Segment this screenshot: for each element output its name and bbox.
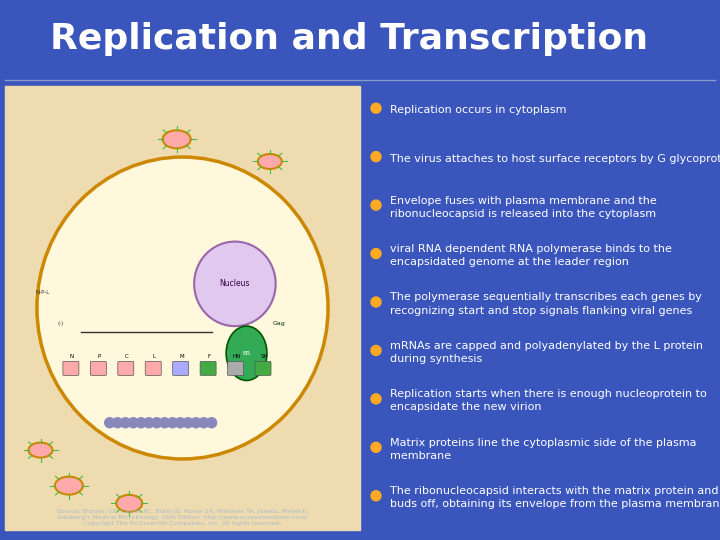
Ellipse shape (55, 477, 83, 495)
Ellipse shape (258, 154, 282, 169)
Bar (0, 0, 720, 78)
Text: C: C (125, 354, 129, 359)
Circle shape (371, 152, 381, 161)
Ellipse shape (29, 443, 53, 457)
FancyBboxPatch shape (173, 361, 189, 375)
Circle shape (191, 418, 201, 428)
FancyBboxPatch shape (118, 361, 134, 375)
Text: N-P-L: N-P-L (36, 291, 50, 295)
Text: The ribonucleocapsid interacts with the matrix protein and
buds off, obtaining i: The ribonucleocapsid interacts with the … (390, 486, 720, 509)
Text: The polymerase sequentially transcribes each genes by
recognizing start and stop: The polymerase sequentially transcribes … (390, 292, 702, 315)
Text: Replication and Transcription: Replication and Transcription (50, 22, 648, 56)
Text: F: F (207, 354, 211, 359)
Circle shape (371, 297, 381, 307)
Text: Gag: Gag (273, 321, 286, 326)
Circle shape (183, 418, 193, 428)
Ellipse shape (37, 157, 328, 459)
Text: mRNAs are capped and polyadenylated by the L protein
during synthesis: mRNAs are capped and polyadenylated by t… (390, 341, 703, 364)
Text: SH: SH (260, 354, 268, 359)
Circle shape (371, 103, 381, 113)
FancyBboxPatch shape (255, 361, 271, 375)
FancyBboxPatch shape (228, 361, 243, 375)
Circle shape (371, 248, 381, 259)
FancyBboxPatch shape (90, 361, 107, 375)
Text: The virus attaches to host surface receptors by G glycoprotein: The virus attaches to host surface recep… (390, 154, 720, 164)
Circle shape (136, 418, 146, 428)
Text: Source: Brooks, GF, Carroll KC, Butel JS, Morse SA, Mietzner TA. Jawetz, Melnick: Source: Brooks, GF, Carroll KC, Butel JS… (57, 509, 308, 526)
Ellipse shape (226, 326, 267, 381)
Text: Nucleus: Nucleus (220, 279, 250, 288)
Circle shape (371, 346, 381, 355)
Ellipse shape (163, 130, 191, 148)
Circle shape (207, 418, 217, 428)
Circle shape (371, 394, 381, 404)
Circle shape (371, 491, 381, 501)
Text: Replication starts when there is enough nucleoprotein to
encapsidate the new vir: Replication starts when there is enough … (390, 389, 707, 413)
Circle shape (168, 418, 177, 428)
Text: Envelope fuses with plasma membrane and the
ribonucleocapsid is released into th: Envelope fuses with plasma membrane and … (390, 195, 657, 219)
Circle shape (371, 442, 381, 453)
Circle shape (199, 418, 209, 428)
Text: P: P (98, 354, 101, 359)
Circle shape (371, 200, 381, 210)
FancyBboxPatch shape (63, 361, 79, 375)
Text: Matrix proteins line the cytoplasmic side of the plasma
membrane: Matrix proteins line the cytoplasmic sid… (390, 438, 696, 461)
Circle shape (175, 418, 185, 428)
Ellipse shape (194, 241, 276, 326)
Text: Replication occurs in cytoplasm: Replication occurs in cytoplasm (390, 105, 567, 115)
Text: (-): (-) (57, 321, 63, 326)
Circle shape (120, 418, 130, 428)
Circle shape (144, 418, 154, 428)
Circle shape (128, 418, 138, 428)
FancyBboxPatch shape (200, 361, 216, 375)
Text: viral RNA dependent RNA polymerase binds to the
encapsidated genome at the leade: viral RNA dependent RNA polymerase binds… (390, 244, 672, 267)
Circle shape (104, 418, 114, 428)
Ellipse shape (116, 495, 143, 512)
Circle shape (112, 418, 122, 428)
Circle shape (160, 418, 170, 428)
Text: N: N (70, 354, 74, 359)
Text: HN: HN (233, 354, 240, 359)
Circle shape (152, 418, 162, 428)
Text: ER: ER (243, 351, 251, 356)
Bar (5, 86, 360, 530)
Text: M: M (179, 354, 184, 359)
Text: L: L (153, 354, 156, 359)
FancyBboxPatch shape (145, 361, 161, 375)
